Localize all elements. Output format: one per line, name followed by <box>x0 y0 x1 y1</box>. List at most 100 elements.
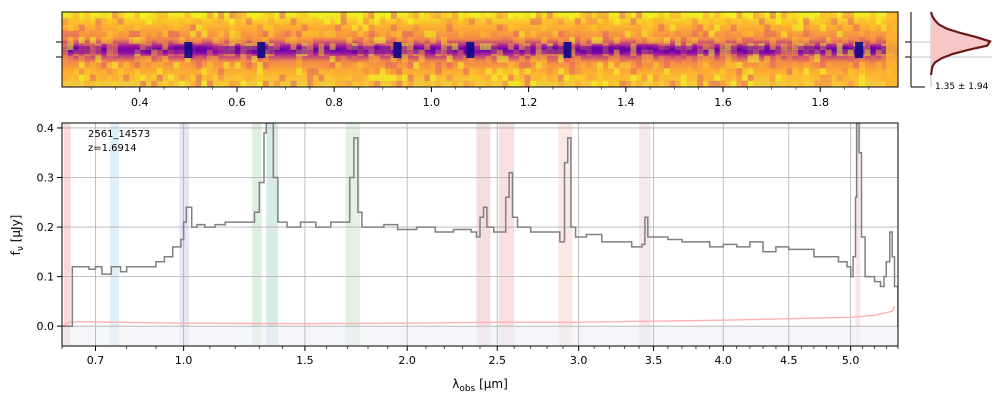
heatmap-pixel <box>106 68 113 75</box>
heatmap-pixel <box>390 55 397 63</box>
heatmap-pixel <box>206 49 213 57</box>
heatmap-pixel <box>156 49 163 57</box>
heatmap-pixel <box>819 62 827 69</box>
x-tick-label-2: 1.5 <box>296 354 314 367</box>
object-id: 2561_14573 <box>88 129 150 140</box>
heatmap-noise <box>62 12 899 88</box>
heatmap-pixel <box>463 68 470 75</box>
heatmap-pixel <box>574 37 581 44</box>
trace-pixel <box>474 46 481 54</box>
trace-pixel <box>663 46 670 54</box>
heatmap-pixel <box>413 24 420 32</box>
heatmap-pixel <box>162 43 169 50</box>
heatmap-pixel <box>569 68 576 75</box>
heatmap-pixel <box>842 24 849 32</box>
heatmap-pixel <box>424 74 431 82</box>
trace-pixel <box>301 46 308 54</box>
heatmap-pixel <box>624 30 631 38</box>
heatmap-pixel <box>496 49 503 57</box>
heatmap-pixel <box>184 68 191 75</box>
heatmap-pixel <box>240 68 247 75</box>
heatmap-pixel <box>814 68 821 75</box>
heatmap-pixel <box>440 12 448 19</box>
heatmap-pixel <box>429 74 436 82</box>
heatmap-pixel <box>374 55 381 63</box>
heatmap-pixel <box>62 49 69 57</box>
heatmap-pixel <box>446 62 453 69</box>
heatmap-pixel <box>552 55 559 63</box>
heatmap-pixel <box>429 12 436 19</box>
heatmap-pixel <box>853 62 860 69</box>
heatmap-pixel <box>524 62 531 69</box>
x-tick-label-3: 2.0 <box>398 354 416 367</box>
heatmap-pixel <box>792 37 799 44</box>
heatmap-pixel <box>780 49 788 57</box>
heatmap-pixel <box>134 74 141 82</box>
heatmap-pixel <box>519 62 526 69</box>
heatmap-pixel <box>825 49 832 57</box>
heatmap-pixel <box>218 37 225 44</box>
heatmap-pixel <box>335 62 342 69</box>
heatmap-pixel <box>836 30 843 38</box>
heatmap-pixel <box>491 55 498 63</box>
heatmap-pixel <box>401 37 409 44</box>
heatmap-pixel <box>535 55 542 63</box>
heatmap-pixel <box>708 80 715 88</box>
heatmap-pixel <box>424 62 431 69</box>
heatmap-pixel <box>552 30 559 38</box>
heatmap-pixel <box>112 12 119 19</box>
heatmap-pixel <box>792 68 799 75</box>
heatmap-pixel <box>463 55 470 63</box>
heatmap-pixel <box>446 55 453 63</box>
trace-pixel <box>117 46 124 54</box>
heatmap-pixel <box>524 68 531 75</box>
heatmap-pixel <box>652 74 659 82</box>
heatmap-pixel <box>357 30 364 38</box>
heatmap-pixel <box>519 55 526 63</box>
trace-pixel <box>558 46 565 54</box>
heatmap-pixel <box>870 30 877 38</box>
error-spectrum <box>62 306 896 327</box>
heatmap-pixel <box>563 55 570 63</box>
heatmap-pixel <box>67 37 74 44</box>
heatmap-pixel <box>468 55 475 63</box>
heatmap-pixel <box>140 43 147 50</box>
heatmap-pixel <box>753 55 760 63</box>
heatmap-pixel <box>257 37 264 44</box>
trace-pixel <box>401 46 409 54</box>
heatmap-pixel <box>558 18 565 25</box>
heatmap-pixel <box>574 68 581 75</box>
heatmap-pixel <box>853 80 860 88</box>
heatmap-pixel <box>502 55 509 63</box>
heatmap-pixel <box>702 74 710 82</box>
heatmap-pixel <box>870 55 877 63</box>
trace-pixel <box>808 46 815 54</box>
heatmap-pixel <box>106 30 113 38</box>
heatmap-pixel <box>106 49 113 57</box>
heatmap-pixel <box>764 24 771 32</box>
heatmap-pixel <box>357 18 364 25</box>
heatmap-pixel <box>396 80 403 88</box>
trace-pixel <box>190 46 197 54</box>
heatmap-pixel <box>831 30 838 38</box>
heatmap-pixel <box>368 30 375 38</box>
trace-pixel <box>803 46 810 54</box>
trace-pixel <box>797 46 804 54</box>
heatmap-pixel <box>636 37 643 44</box>
heatmap-pixel <box>524 30 531 38</box>
heatmap-pixel <box>351 55 358 63</box>
x-axis-label: λobs [μm] <box>452 377 508 394</box>
heatmap-pixel <box>708 74 715 82</box>
heatmap-pixel <box>792 18 799 25</box>
heatmap-pixel <box>658 12 665 19</box>
heatmap-pixel <box>519 43 526 50</box>
heatmap-pixel <box>524 80 531 88</box>
heatmap-pixel <box>702 24 710 32</box>
trace-pixel <box>73 46 80 54</box>
heatmap-pixel <box>847 12 854 19</box>
heatmap-pixel <box>190 74 197 82</box>
heatmap-pixel <box>513 80 520 88</box>
heatmap-pixel <box>340 74 347 82</box>
heatmap-pixel <box>697 12 704 19</box>
heatmap-pixel <box>145 37 152 44</box>
